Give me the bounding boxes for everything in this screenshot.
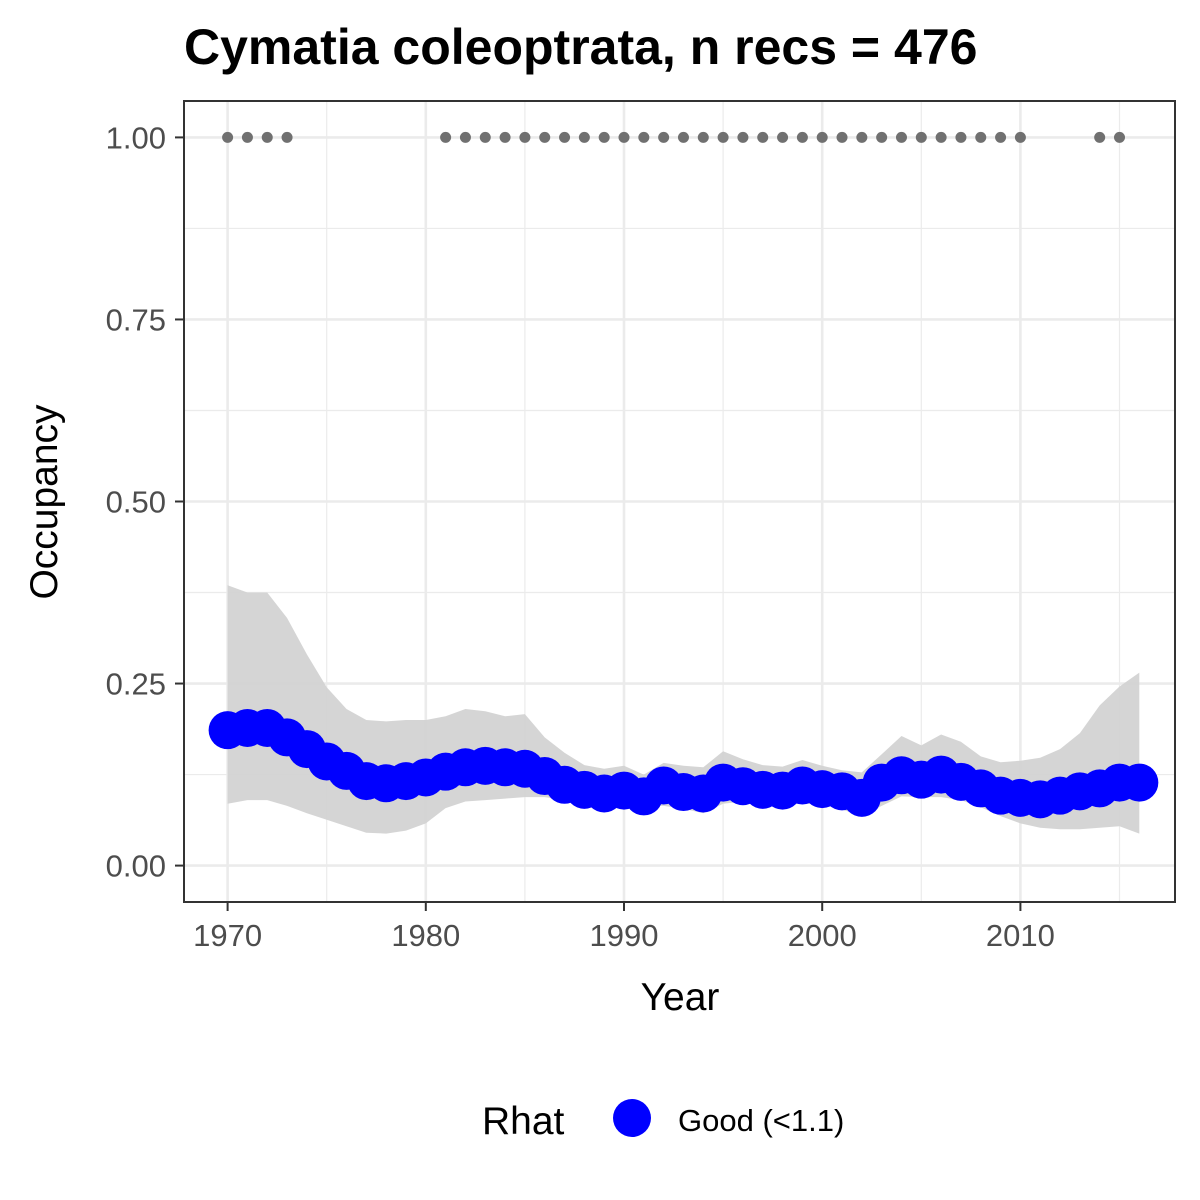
record-point — [697, 131, 709, 143]
plot-panel — [183, 100, 1176, 903]
y-tick-label: 1.00 — [106, 120, 166, 155]
record-point — [261, 131, 273, 143]
y-axis-title: Occupancy — [23, 404, 66, 600]
legend-label-good: Good (<1.1) — [678, 1103, 844, 1138]
record-point — [1014, 131, 1026, 143]
record-point — [717, 131, 729, 143]
record-point — [618, 131, 630, 143]
record-point — [241, 131, 253, 143]
record-point — [440, 131, 452, 143]
record-point — [499, 131, 511, 143]
record-point — [777, 131, 789, 143]
record-point — [677, 131, 689, 143]
legend: Rhat Good (<1.1) — [482, 1099, 844, 1143]
record-point — [895, 131, 907, 143]
series-point — [1120, 763, 1159, 802]
record-point — [638, 131, 650, 143]
y-tick-label: 0.50 — [106, 485, 166, 520]
legend-key-good — [613, 1099, 651, 1137]
record-point — [757, 131, 769, 143]
record-point — [479, 131, 491, 143]
record-point — [816, 131, 828, 143]
record-point — [915, 131, 927, 143]
record-point — [578, 131, 590, 143]
x-tick-label: 2000 — [788, 918, 857, 953]
record-point — [975, 131, 987, 143]
chart-title: Cymatia coleoptrata, n recs = 476 — [184, 19, 977, 75]
record-point — [459, 131, 471, 143]
record-point — [876, 131, 888, 143]
occupancy-series — [208, 708, 1159, 819]
record-point — [935, 131, 947, 143]
record-point — [598, 131, 610, 143]
record-point — [222, 131, 234, 143]
x-tick-label: 1980 — [391, 918, 460, 953]
record-point — [796, 131, 808, 143]
record-point — [658, 131, 670, 143]
y-axis: 0.00 0.25 0.50 0.75 1.00 — [106, 120, 184, 884]
x-tick-label: 1970 — [193, 918, 262, 953]
record-points — [222, 131, 1126, 143]
record-point — [559, 131, 571, 143]
record-point — [995, 131, 1007, 143]
x-tick-label: 1990 — [590, 918, 659, 953]
record-point — [856, 131, 868, 143]
record-point — [281, 131, 293, 143]
record-point — [539, 131, 551, 143]
record-point — [1114, 131, 1126, 143]
x-axis-title: Year — [641, 976, 720, 1019]
y-tick-label: 0.75 — [106, 302, 166, 337]
y-tick-label: 0.25 — [106, 667, 166, 702]
record-point — [836, 131, 848, 143]
record-point — [1094, 131, 1106, 143]
x-axis: 1970 1980 1990 2000 2010 — [193, 902, 1055, 953]
record-point — [519, 131, 531, 143]
legend-title: Rhat — [482, 1100, 565, 1143]
record-point — [737, 131, 749, 143]
y-tick-label: 0.00 — [106, 849, 166, 884]
record-point — [955, 131, 967, 143]
x-tick-label: 2010 — [986, 918, 1055, 953]
